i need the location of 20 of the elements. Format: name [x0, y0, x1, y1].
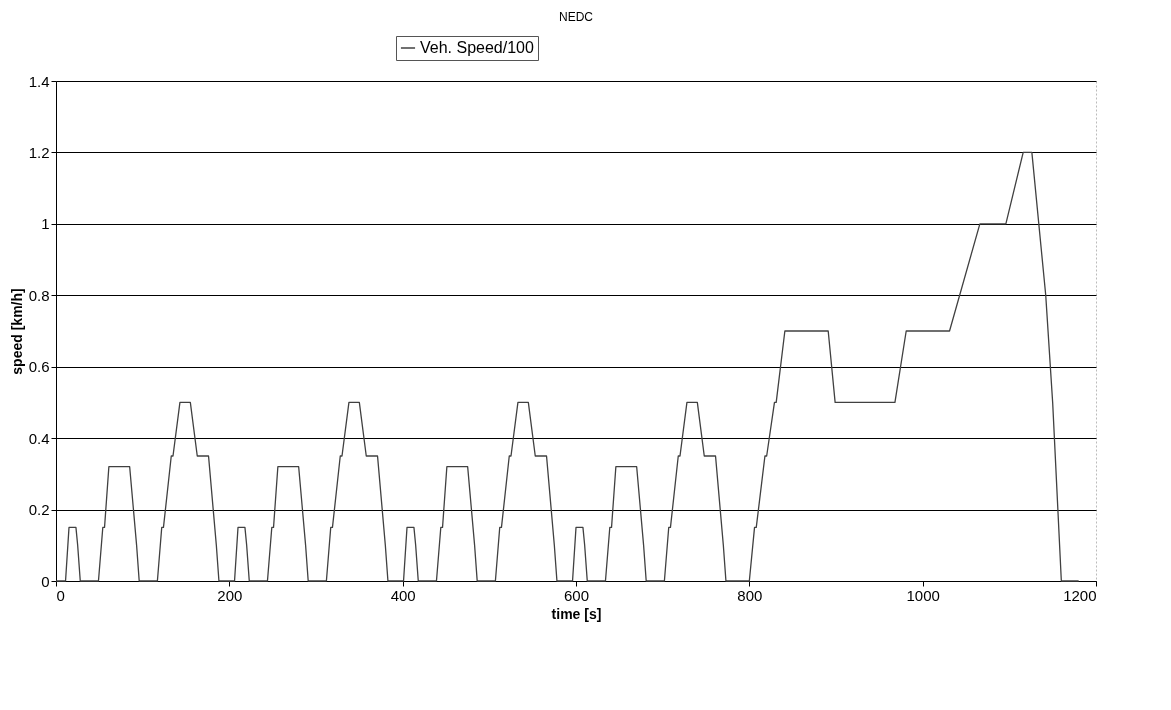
y-axis-title: speed [km/h]	[8, 288, 25, 375]
line-series	[55, 151, 1080, 582]
x-tick-label: 1000	[906, 586, 940, 604]
x-tick-label: 400	[390, 586, 416, 604]
y-tick-label: 0.2	[28, 501, 50, 519]
x-tick-label: 600	[563, 586, 590, 604]
x-tick-label: 200	[217, 586, 243, 604]
y-tick-label: 1.2	[28, 143, 50, 161]
legend-label: Veh. Speed/100	[420, 39, 534, 56]
x-tick-label: 0	[56, 586, 65, 604]
y-tick-label: 1	[41, 215, 50, 233]
x-tick-label: 800	[737, 586, 763, 604]
y-tick-label: 1.4	[28, 72, 50, 90]
y-tick-label: 0	[41, 572, 50, 590]
chart-title: NEDC	[558, 9, 594, 24]
x-axis-title: time [s]	[551, 605, 602, 622]
y-tick-label: 0.4	[28, 429, 50, 447]
y-tick-label: 0.6	[28, 358, 50, 376]
x-tick-label: 1200	[1063, 586, 1097, 604]
y-tick-label: 0.8	[28, 286, 50, 304]
